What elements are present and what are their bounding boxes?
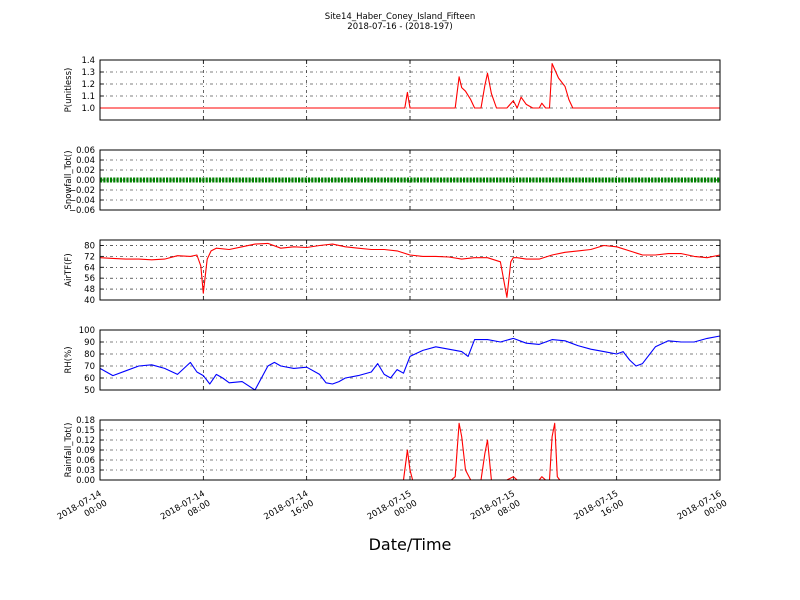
x-tick-label: 2018-07-1408:00 [159, 489, 212, 532]
y-tick-label: 1.4 [81, 56, 95, 66]
y-tick-label: 1.3 [81, 68, 95, 78]
panel-2: −0.06−0.04−0.020.000.020.040.06Snowfall_… [64, 146, 721, 216]
series-line [100, 63, 720, 109]
y-tick-label: −0.04 [69, 196, 95, 206]
y-tick-label: −0.06 [69, 206, 95, 216]
y-axis-label: RH(%) [64, 346, 74, 373]
plot-frame [99, 239, 721, 301]
y-tick-label: 0.04 [76, 156, 95, 166]
y-tick-label: 80 [84, 241, 95, 251]
y-tick-label: 0.09 [76, 446, 95, 456]
y-tick-label: 0.12 [76, 436, 95, 446]
x-tick-label: 2018-07-1416:00 [262, 489, 315, 532]
panel-1: 1.0 1.1 1.2 1.3 1.4 P(unitless) [64, 56, 721, 121]
y-tick-label: 56 [84, 274, 95, 284]
plot-frame [99, 59, 721, 121]
y-tick-label: 0.18 [76, 416, 95, 426]
y-tick-label: 80 [84, 350, 95, 360]
y-tick-label: 40 [84, 296, 95, 306]
y-tick-label: 0.03 [76, 466, 95, 476]
series-line [99, 335, 721, 391]
y-tick-label: 0.00 [76, 176, 95, 186]
y-tick-label: 70 [84, 362, 95, 372]
panels: 1.0 1.1 1.2 1.3 1.4 P(unitless) −0.06−0.04−0.0… [64, 56, 721, 486]
y-tick-label: 72 [84, 252, 95, 262]
plot-frame [99, 149, 721, 211]
x-tick-label: 2018-07-1516:00 [572, 489, 625, 532]
y-tick-label: 1.0 [81, 104, 95, 114]
y-axis-label: Rainfall_Tot() [64, 423, 74, 478]
y-tick-label: 100 [79, 326, 95, 336]
y-axis-label: Snowfall_Tot() [64, 150, 74, 209]
x-axis: 2018-07-1400:00 2018-07-1408:00 2018-07-14… [56, 489, 729, 532]
series-line [99, 242, 721, 298]
x-tick-label: 2018-07-1500:00 [366, 489, 419, 532]
plot-frame [99, 329, 721, 391]
panel-4: 50 60 70 80 90 100 RH(%) [64, 326, 721, 396]
x-tick-label: 2018-07-1508:00 [469, 489, 522, 532]
y-tick-label: 0.06 [76, 146, 95, 156]
x-axis-label: Date/Time [369, 535, 452, 554]
plot-frame [99, 419, 721, 481]
y-tick-label: 48 [84, 285, 95, 295]
panel-5: 0.000.030.060.090.120.150.18Rainfall_Tot… [64, 416, 721, 486]
x-tick-label: 2018-07-1600:00 [676, 489, 729, 532]
y-tick-label: 1.2 [81, 80, 95, 90]
y-tick-label: 64 [84, 263, 95, 273]
y-tick-label: 0.15 [76, 426, 95, 436]
y-tick-label: 0.00 [76, 476, 95, 486]
x-tick-label: 2018-07-1400:00 [56, 489, 109, 532]
y-axis-label: P(unitless) [64, 68, 74, 113]
y-tick-label: 60 [84, 374, 95, 384]
y-tick-label: 50 [84, 386, 95, 396]
y-tick-label: −0.02 [69, 186, 95, 196]
y-tick-label: 90 [84, 338, 95, 348]
y-axis-label: AirTF(F) [64, 253, 74, 286]
chart-subtitle: 2018-07-16 - (2018-197) [347, 22, 452, 32]
y-tick-label: 1.1 [81, 92, 95, 102]
chart-title: Site14_Haber_Coney_Island_Fifteen [325, 12, 476, 22]
y-tick-label: 0.06 [76, 456, 95, 466]
y-tick-label: 0.02 [76, 166, 95, 176]
